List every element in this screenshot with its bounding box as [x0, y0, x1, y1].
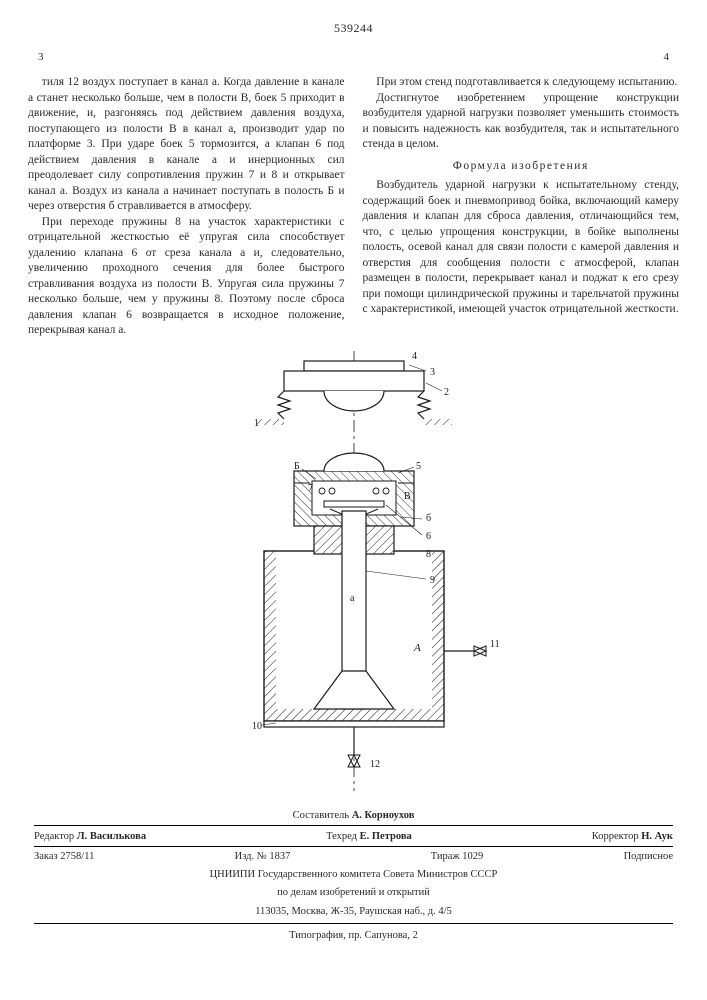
svg-text:1: 1 — [254, 418, 259, 429]
composer-label: Составитель — [293, 810, 349, 821]
svg-text:3: 3 — [430, 367, 435, 378]
org-line-2: по делам изобретений и открытий — [34, 884, 673, 902]
svg-text:7: 7 — [308, 483, 313, 494]
podpisnoe: Подписное — [624, 850, 673, 864]
svg-text:12: 12 — [370, 759, 380, 770]
izd-no: Изд. № 1837 — [235, 850, 291, 864]
svg-text:б: б — [426, 513, 431, 524]
right-p1: При этом стенд подготавливается к следую… — [363, 75, 680, 91]
techred: Техред Е. Петрова — [326, 830, 412, 844]
page-numbers: 3 4 — [38, 50, 669, 65]
svg-text:4: 4 — [412, 351, 417, 362]
page-right: 4 — [664, 50, 670, 65]
composer-line: Составитель А. Корноухов — [34, 807, 673, 825]
svg-text:8: 8 — [426, 549, 431, 560]
right-p3: Возбудитель ударной нагрузки к испытател… — [363, 178, 680, 318]
page-left: 3 — [38, 50, 44, 65]
svg-text:11: 11 — [490, 639, 500, 650]
formula-title: Формула изобретения — [363, 159, 680, 175]
patent-number: 539244 — [28, 20, 679, 36]
svg-text:9: 9 — [430, 575, 435, 586]
org-line-1: ЦНИИПИ Государственного комитета Совета … — [34, 866, 673, 884]
editors-row: Редактор Л. Василькова Техред Е. Петрова… — [34, 825, 673, 846]
left-p2: При переходе пружины 8 на участок характ… — [28, 215, 345, 339]
credits-block: Составитель А. Корноухов Редактор Л. Вас… — [28, 807, 679, 945]
svg-text:а: а — [350, 593, 355, 604]
composer-name: А. Корноухов — [352, 810, 415, 821]
proof: Корректор Н. Аук — [592, 830, 673, 844]
typography: Типография, пр. Сапунова, 2 — [34, 926, 673, 945]
left-p1: тиля 12 воздух поступает в канал а. Когд… — [28, 75, 345, 215]
svg-text:А: А — [413, 642, 421, 654]
order-no: Заказ 2758/11 — [34, 850, 94, 864]
address: 113035, Москва, Ж-35, Раушская наб., д. … — [34, 903, 673, 921]
right-p2: Достигнутое изобретением упрощение конст… — [363, 91, 680, 153]
patent-figure: 1 2 3 4 а В б Б 5 7 6 8 9 А — [28, 351, 679, 791]
tirazh: Тираж 1029 — [431, 850, 484, 864]
editor: Редактор Л. Василькова — [34, 830, 146, 844]
right-column: При этом стенд подготавливается к следую… — [363, 75, 680, 339]
svg-text:10: 10 — [252, 721, 262, 732]
left-column: тиля 12 воздух поступает в канал а. Когд… — [28, 75, 345, 339]
svg-text:5: 5 — [416, 461, 421, 472]
publication-row: Заказ 2758/11 Изд. № 1837 Тираж 1029 Под… — [34, 846, 673, 866]
svg-text:Б: Б — [294, 461, 300, 472]
svg-text:В: В — [404, 491, 411, 502]
svg-text:6: 6 — [426, 531, 431, 542]
svg-text:2: 2 — [444, 387, 449, 398]
text-columns: тиля 12 воздух поступает в канал а. Когд… — [28, 75, 679, 339]
